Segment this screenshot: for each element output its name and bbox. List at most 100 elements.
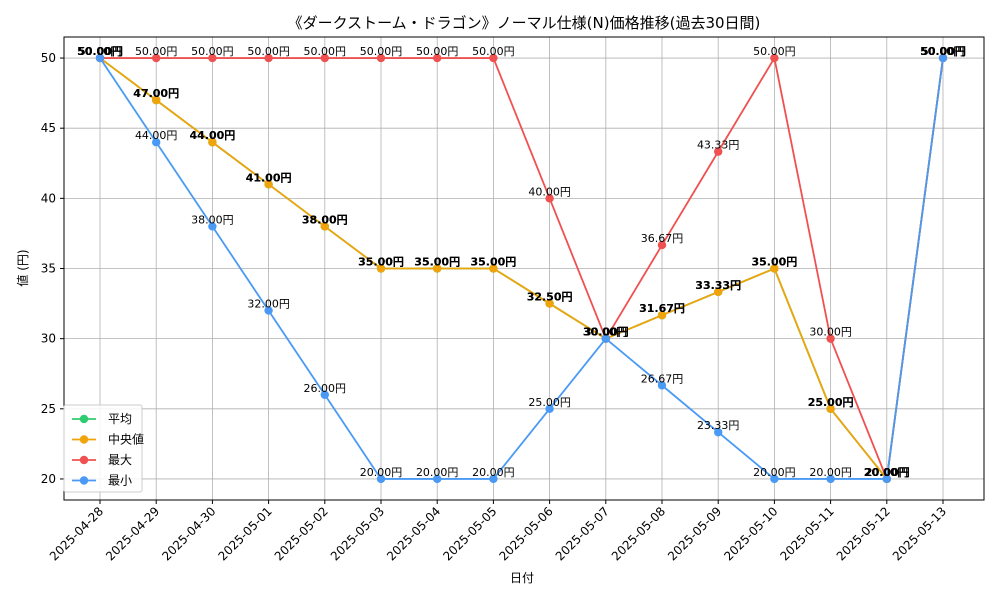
data-point [545,194,554,203]
data-label: 33.33円 [695,279,741,292]
series-line [99,57,944,482]
data-label: 20.00円 [864,466,910,479]
data-label: 35.00円 [471,256,517,269]
data-point [433,474,442,484]
data-label: 32.00円 [247,298,290,311]
data-point [938,53,948,63]
x-tick-label: 2025-05-13 [890,504,949,563]
legend-item: 平均 [72,412,132,426]
data-point [601,334,610,343]
y-tick-label: 35 [41,262,56,276]
y-tick-label: 40 [41,191,56,205]
data-point [545,299,554,308]
data-label: 50.00円 [920,45,966,58]
data-label: 25.00円 [528,396,571,409]
y-tick-label: 50 [41,51,56,65]
data-label: 35.00円 [752,256,798,269]
data-label: 50.00円 [304,45,347,58]
legend-marker [79,435,89,444]
series-最小 [95,53,948,484]
x-axis-label: 日付 [510,571,534,585]
y-tick-label: 20 [41,472,56,486]
data-label: 20.00円 [416,466,459,479]
data-point [714,147,723,156]
data-label: 35.00円 [414,256,460,269]
y-tick-label: 30 [41,332,56,346]
data-label: 50.00円 [247,45,290,58]
data-label: 25.00円 [808,396,854,409]
data-label: 50.00円 [472,45,515,58]
data-label: 35.00円 [752,256,798,269]
data-point [657,311,667,320]
x-tick-label: 2025-04-28 [47,504,106,563]
data-point [208,53,217,63]
data-label: 44.00円 [190,129,236,142]
data-point [208,222,217,231]
x-tick-label: 2025-05-08 [609,504,668,563]
data-label: 50.00円 [922,45,965,58]
data-point [714,287,723,297]
data-label: 35.00円 [358,256,404,269]
data-point [433,264,442,273]
data-point [489,264,498,273]
data-label: 20.00円 [753,466,796,479]
data-point [264,53,273,63]
data-point [376,53,386,63]
data-label: 50.00円 [753,45,796,58]
data-label: 50.00円 [360,45,403,58]
data-label: 35.00円 [414,256,460,269]
y-tick-label: 25 [41,402,56,416]
data-label: 33.33円 [695,279,741,292]
data-label: 50.00円 [79,45,122,58]
data-label: 40.00円 [528,185,571,198]
chart-title: 《ダークストーム・ドラゴン》ノーマル仕様(N)価格推移(過去30日間) [288,14,761,32]
data-label: 30.00円 [585,326,628,339]
data-point [714,428,723,437]
data-label: 20.00円 [809,466,852,479]
legend-marker [79,476,89,485]
data-point [376,474,386,484]
data-label: 50.00円 [920,45,966,58]
data-point [152,138,161,147]
legend-label: 最小 [108,474,132,488]
data-point [826,334,835,343]
legend-marker [79,414,89,424]
data-label: 30.00円 [583,326,629,339]
x-tick-label: 2025-05-03 [328,504,387,563]
data-point [770,474,779,484]
x-tick-label: 2025-05-11 [778,504,837,563]
x-tick-label: 2025-05-09 [665,504,724,563]
data-label: 20.00円 [472,466,515,479]
data-point [208,138,217,147]
data-point [770,264,779,273]
data-label: 44.00円 [135,129,178,142]
data-point [826,474,835,484]
legend-label: 中央値 [108,432,144,447]
data-label: 50.00円 [79,45,122,58]
data-point [320,390,329,399]
data-label: 38.00円 [302,213,348,226]
data-label: 35.00円 [471,256,517,269]
data-label: 43.33円 [697,139,740,152]
data-label: 50.00円 [416,45,459,58]
x-tick-label: 2025-05-04 [384,504,443,563]
data-label: 31.67円 [639,302,685,315]
x-tick-label: 2025-04-30 [159,504,218,563]
x-tick-label: 2025-05-06 [497,504,556,563]
series-line [99,57,944,480]
data-point [657,381,667,390]
data-label: 30.00円 [585,326,628,339]
data-label: 32.50円 [527,291,573,304]
legend-label: 平均 [108,412,132,426]
data-label: 30.00円 [809,326,852,339]
data-point [320,222,329,231]
x-tick-label: 2025-04-29 [103,504,162,563]
data-label: 20.00円 [864,466,910,479]
legend-box [63,404,143,493]
data-label: 50.00円 [922,45,965,58]
data-label: 36.67円 [641,232,684,245]
data-point [489,53,498,63]
data-label: 20.00円 [360,466,403,479]
data-point [264,306,273,315]
